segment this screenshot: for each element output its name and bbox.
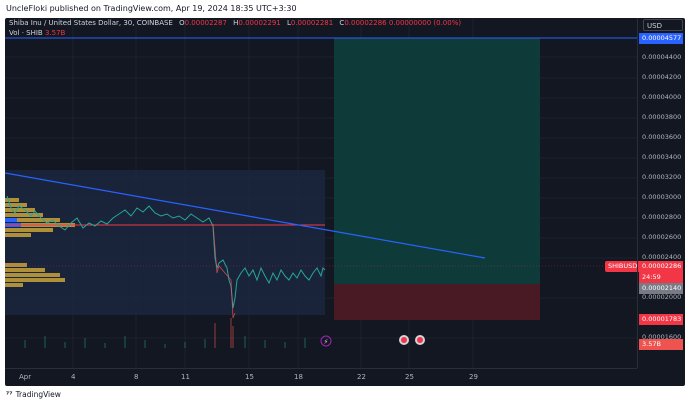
volume-profile-zone [5, 170, 325, 315]
entry-price-tag: 0.00002140 [639, 283, 683, 294]
volume-bars [24, 336, 306, 348]
tradingview-logo-icon: ⁷⁷ [6, 390, 13, 399]
time-tick: 29 [469, 373, 478, 381]
open-label: O [179, 19, 185, 27]
countdown-tag: 24:59 [639, 272, 683, 283]
time-tick: 15 [245, 373, 254, 381]
time-tick: 22 [357, 373, 366, 381]
target-zone[interactable] [334, 38, 540, 284]
volume-value: 3.57B [44, 29, 66, 37]
time-tick: 18 [294, 373, 303, 381]
price-tick: 0.00003200 [642, 173, 682, 181]
time-tick: 11 [181, 373, 190, 381]
price-tick: 0.00004000 [642, 93, 682, 101]
price-tick: 0.00003000 [642, 193, 682, 201]
price-tick: 0.00001600 [642, 333, 682, 341]
low-label: L [286, 19, 291, 27]
time-tick: 25 [405, 373, 414, 381]
stop-zone[interactable] [334, 284, 540, 320]
brand-name: TradingView [15, 390, 61, 399]
close-label: C [339, 19, 345, 27]
time-axis[interactable]: Apr 4 8 11 15 18 22 25 29 [5, 368, 637, 386]
legend-symbol: Shiba Inu / United States Dollar, 30, CO… [9, 19, 173, 27]
close-value: 0.00002286 0.00000000 (0.00%) [344, 19, 462, 27]
price-tick: 0.00002000 [642, 293, 682, 301]
currency-button[interactable]: USD [643, 19, 683, 31]
price-tick: 0.00003400 [642, 153, 682, 161]
price-axis[interactable]: USD 0.00004577 0.00004400 0.00004200 0.0… [637, 18, 685, 368]
flash-icon[interactable] [320, 335, 332, 347]
price-tick: 0.00004400 [642, 53, 682, 61]
last-price-tag: 0.00002286 [639, 261, 683, 272]
price-series [6, 195, 326, 309]
price-tick: 0.00002600 [642, 233, 682, 241]
chart-frame: ⚡ Shiba Inu / United States Dollar, 30, … [5, 18, 685, 386]
footer: ⁷⁷ TradingView [6, 388, 61, 402]
price-chart[interactable]: ⚡ [5, 18, 637, 368]
symbol-tag: SHIBUSD [605, 261, 641, 272]
publish-info: UncleFloki published on TradingView.com,… [0, 0, 690, 18]
svg-text:⚡: ⚡ [324, 338, 329, 346]
time-tick: 8 [134, 373, 139, 381]
alert-price-tag: 0.00004577 [639, 33, 683, 44]
publish-line: UncleFloki published on TradingView.com,… [6, 4, 297, 13]
legend-volume-row: Vol · SHIB 3.57B [9, 28, 461, 38]
volume-tag: 3.57B [639, 339, 683, 350]
price-tick: 0.00002400 [642, 253, 682, 261]
price-tick: 0.00004200 [642, 73, 682, 81]
open-value: 0.00002287 [184, 19, 227, 27]
time-tick: Apr [19, 373, 32, 381]
price-series-down [212, 223, 236, 319]
stop-price-tag: 0.00001783 [639, 314, 683, 325]
price-tick: 0.00003800 [642, 113, 682, 121]
trendline[interactable] [5, 172, 486, 259]
high-label: H [233, 19, 239, 27]
legend-ohlc-row: Shiba Inu / United States Dollar, 30, CO… [9, 18, 461, 28]
chart-legend: Shiba Inu / United States Dollar, 30, CO… [9, 18, 461, 38]
low-value: 0.00002281 [290, 19, 334, 27]
high-value: 0.00002291 [238, 19, 281, 27]
volume-label: Vol · SHIB [9, 29, 43, 37]
price-tick: 0.00003600 [642, 133, 682, 141]
time-tick: 4 [71, 373, 76, 381]
volume-bars-down [214, 318, 234, 348]
price-tick: 0.00002800 [642, 213, 682, 221]
